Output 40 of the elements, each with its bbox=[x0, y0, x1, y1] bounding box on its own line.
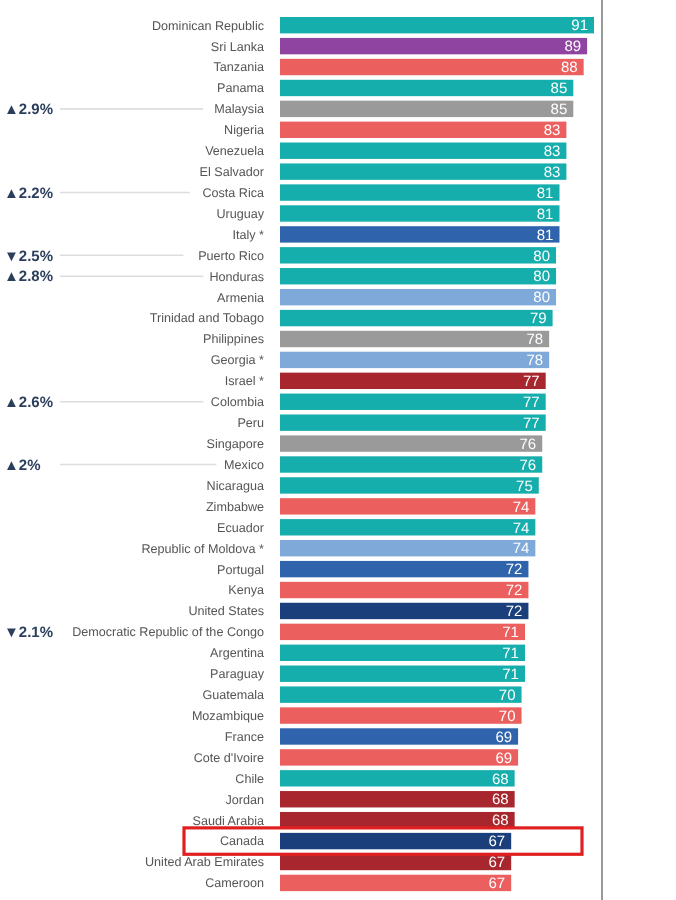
bar bbox=[280, 288, 557, 306]
bar bbox=[280, 309, 553, 327]
bar bbox=[280, 602, 529, 620]
bar bbox=[280, 121, 567, 138]
bar bbox=[280, 560, 529, 578]
bar bbox=[280, 728, 519, 745]
bar bbox=[280, 623, 525, 641]
bar bbox=[280, 79, 574, 97]
bar bbox=[280, 581, 529, 599]
bar bbox=[280, 832, 512, 850]
bar bbox=[280, 268, 557, 285]
bar bbox=[280, 393, 546, 410]
bar bbox=[280, 540, 536, 557]
bar bbox=[280, 498, 536, 515]
bar bbox=[280, 184, 560, 201]
bar bbox=[280, 372, 546, 390]
bar bbox=[280, 414, 546, 431]
bar bbox=[280, 226, 560, 243]
bar bbox=[280, 435, 543, 452]
bar bbox=[280, 163, 567, 180]
bar bbox=[280, 874, 512, 892]
bar bbox=[280, 351, 550, 369]
bar bbox=[280, 477, 539, 494]
bar bbox=[280, 519, 536, 536]
bar bbox=[280, 247, 557, 264]
bar bbox=[280, 100, 574, 118]
bar bbox=[280, 37, 588, 55]
bar bbox=[280, 142, 567, 159]
bar bbox=[280, 58, 584, 76]
bar bbox=[280, 791, 515, 808]
bar bbox=[280, 330, 550, 348]
bar bbox=[280, 665, 525, 682]
bar bbox=[280, 686, 522, 703]
bar bbox=[280, 770, 515, 787]
bar bbox=[280, 17, 594, 34]
bar bbox=[280, 456, 543, 473]
bar bbox=[280, 644, 525, 661]
bar bbox=[280, 749, 519, 766]
bar bbox=[280, 707, 522, 724]
bar bbox=[280, 205, 560, 222]
